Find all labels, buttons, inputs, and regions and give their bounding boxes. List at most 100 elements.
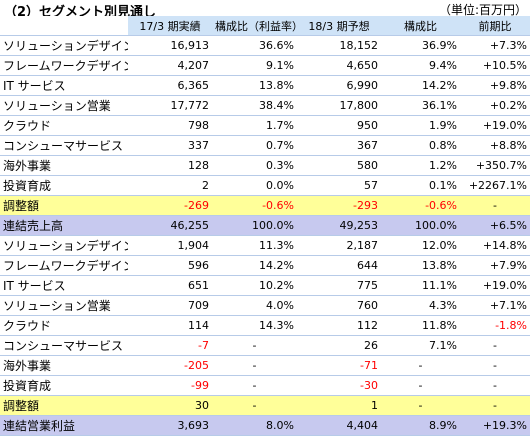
cell-composition: 11.1%	[381, 275, 460, 296]
cell-composition: 1.9%	[381, 115, 460, 136]
profit-total-row: 連結営業利益 3,693 8.0% 4,404 8.9% +19.3%	[0, 415, 530, 436]
cell-fy17-actual: 337	[128, 135, 212, 156]
cell-fy17-actual: 128	[128, 155, 212, 176]
profit-row: コンシューマサービス -7-26 7.1% -	[0, 335, 530, 356]
cell-yoy: +19.0%	[460, 275, 530, 296]
cell-fy18-forecast: 6,990	[297, 75, 381, 96]
cell-yoy: -1.8%	[460, 315, 530, 336]
segment-name: 海外事業	[0, 155, 128, 176]
header-fy18-forecast: 18/3 期予想	[297, 16, 381, 36]
cell-yoy: +6.5%	[460, 215, 530, 236]
cell-composition: -	[381, 375, 460, 396]
profit-adjustment-row: 調整額 30-1- -	[0, 395, 530, 416]
cell-composition: 12.0%	[381, 235, 460, 256]
sales-row: クラウド 798 1.7% 950 1.9% +19.0%	[0, 115, 530, 136]
segment-name: 連結営業利益	[0, 415, 128, 436]
cell-composition: -	[381, 395, 460, 416]
cell-yoy: -	[460, 335, 530, 356]
cell-yoy: -	[460, 395, 530, 416]
profit-row: クラウド 114 14.3% 112 11.8% -1.8%	[0, 315, 530, 336]
cell-yoy: +9.8%	[460, 75, 530, 96]
header-composition: 構成比	[381, 16, 460, 36]
cell-composition-margin: 4.0%	[212, 295, 297, 316]
segment-name: コンシューマサービス	[0, 135, 128, 156]
cell-fy17-actual: 798	[128, 115, 212, 136]
cell-composition: 13.8%	[381, 255, 460, 276]
sales-row: ソリューション営業 17,772 38.4% 17,800 36.1% +0.2%	[0, 95, 530, 116]
sales-row: 投資育成 2 0.0% 57 0.1% +2267.1%	[0, 175, 530, 196]
cell-fy18-forecast: 49,253	[297, 215, 381, 236]
cell-composition-margin: 11.3%	[212, 235, 297, 256]
cell-fy18-forecast: 4,650	[297, 55, 381, 76]
cell-fy17-actual: 6,365	[128, 75, 212, 96]
segment-name: 投資育成	[0, 175, 128, 196]
cell-composition-margin: 10.2%	[212, 275, 297, 296]
cell-composition-margin: 0.0%	[212, 175, 297, 196]
header-fy17-actual: 17/3 期実績	[128, 16, 212, 36]
segment-name: クラウド	[0, 315, 128, 336]
cell-fy18-forecast: 26	[297, 335, 381, 356]
segment-name: 調整額	[0, 195, 128, 216]
cell-composition: 11.8%	[381, 315, 460, 336]
cell-fy18-forecast: 112	[297, 315, 381, 336]
cell-fy18-forecast: 4,404	[297, 415, 381, 436]
header-yoy: 前期比	[460, 16, 530, 36]
cell-yoy: +2267.1%	[460, 175, 530, 196]
sales-row: 海外事業 128 0.3% 580 1.2% +350.7%	[0, 155, 530, 176]
cell-composition-margin: 0.3%	[212, 155, 297, 176]
cell-fy17-actual: 16,913	[128, 35, 212, 56]
cell-fy18-forecast: -293	[297, 195, 381, 216]
sales-row: フレームワークデザイン 4,207 9.1% 4,650 9.4% +10.5%	[0, 55, 530, 76]
cell-yoy: +8.8%	[460, 135, 530, 156]
sales-row: コンシューマサービス 337 0.7% 367 0.8% +8.8%	[0, 135, 530, 156]
cell-composition: -	[381, 355, 460, 376]
cell-yoy: +7.9%	[460, 255, 530, 276]
cell-fy17-actual: 3,693	[128, 415, 212, 436]
cell-fy17-actual: 596	[128, 255, 212, 276]
cell-fy17-actual: 709	[128, 295, 212, 316]
cell-yoy: +7.1%	[460, 295, 530, 316]
cell-composition-margin: 8.0%	[212, 415, 297, 436]
cell-composition: -0.6%	[381, 195, 460, 216]
cell-yoy: +7.3%	[460, 35, 530, 56]
segment-name: 海外事業	[0, 355, 128, 376]
cell-fy18-forecast: 18,152	[297, 35, 381, 56]
cell-fy17-actual: 651	[128, 275, 212, 296]
cell-yoy: +0.2%	[460, 95, 530, 116]
cell-composition-margin: 36.6%	[212, 35, 297, 56]
cell-fy17-actual: 17,772	[128, 95, 212, 116]
cell-composition: 4.3%	[381, 295, 460, 316]
segment-forecast-table: 17/3 期実績 構成比（利益率） 18/3 期予想 構成比 前期比 ソリューシ…	[0, 16, 530, 436]
cell-fy18-forecast: 57	[297, 175, 381, 196]
profit-row: ソリューションデザイン 1,904 11.3% 2,187 12.0% +14.8%	[0, 235, 530, 256]
segment-name: コンシューマサービス	[0, 335, 128, 356]
header-composition-margin: 構成比（利益率）	[212, 16, 297, 36]
cell-composition-margin: 14.2%	[212, 255, 297, 276]
cell-fy17-actual: 46,255	[128, 215, 212, 236]
cell-composition-margin: -	[212, 375, 297, 396]
cell-composition: 14.2%	[381, 75, 460, 96]
segment-name: フレームワークデザイン	[0, 255, 128, 276]
cell-fy18-forecast: 1	[297, 395, 381, 416]
cell-fy17-actual: 4,207	[128, 55, 212, 76]
cell-yoy: -	[460, 355, 530, 376]
cell-composition-margin: 9.1%	[212, 55, 297, 76]
cell-fy17-actual: 2	[128, 175, 212, 196]
sales-row: IT サービス 6,365 13.8% 6,990 14.2% +9.8%	[0, 75, 530, 96]
profit-row: 海外事業 -205- -71- -	[0, 355, 530, 376]
cell-fy18-forecast: 644	[297, 255, 381, 276]
cell-yoy: -	[460, 195, 530, 216]
cell-composition: 1.2%	[381, 155, 460, 176]
segment-name: 調整額	[0, 395, 128, 416]
cell-composition: 9.4%	[381, 55, 460, 76]
cell-yoy: +19.3%	[460, 415, 530, 436]
cell-composition-margin: 14.3%	[212, 315, 297, 336]
cell-fy18-forecast: 950	[297, 115, 381, 136]
segment-name: クラウド	[0, 115, 128, 136]
cell-composition: 100.0%	[381, 215, 460, 236]
cell-composition-margin: 13.8%	[212, 75, 297, 96]
cell-yoy: +19.0%	[460, 115, 530, 136]
segment-name: 連結売上高	[0, 215, 128, 236]
cell-fy18-forecast: -71	[297, 355, 381, 376]
cell-composition-margin: 38.4%	[212, 95, 297, 116]
